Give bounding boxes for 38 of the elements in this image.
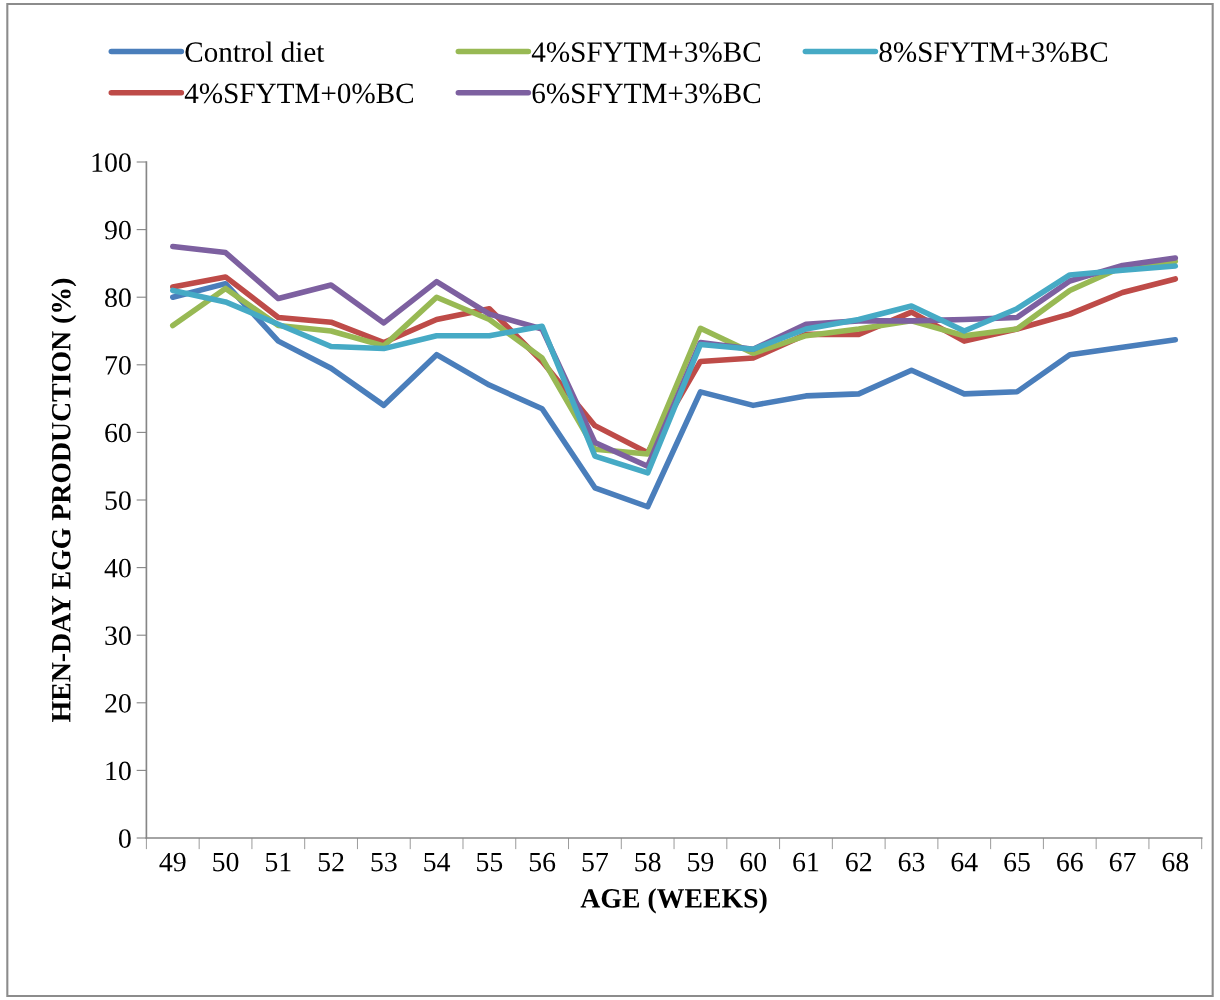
x-tick-label: 59 (688, 852, 714, 872)
y-axis-title: HEN-DAY EGG PRODUCTION (%) (51, 278, 77, 722)
x-tick-label: 53 (371, 852, 397, 872)
legend-label: 6%SFYTM+3%BC (532, 83, 761, 104)
x-tick-label: 62 (846, 852, 872, 872)
x-tick-label: 63 (898, 852, 925, 872)
y-tick-label: 0 (118, 829, 131, 848)
y-tick-label: 100 (92, 153, 131, 172)
y-tick-label: 80 (105, 288, 131, 308)
x-tick-label: 61 (793, 852, 819, 872)
y-tick-label: 90 (104, 220, 131, 240)
legend-label: 8%SFYTM+3%BC (879, 42, 1108, 63)
x-tick-label: 68 (1162, 852, 1189, 872)
y-tick-label: 60 (105, 423, 131, 443)
x-tick-label: 52 (318, 852, 344, 872)
x-tick-label: 65 (1004, 852, 1030, 872)
x-tick-label: 55 (477, 852, 503, 872)
y-tick-label: 10 (106, 761, 131, 781)
x-tick-label: 51 (266, 852, 291, 872)
y-tick-label: 30 (105, 626, 131, 646)
y-tick-label: 40 (104, 558, 131, 578)
x-tick-label: 49 (159, 852, 186, 872)
y-tick-label: 50 (105, 491, 131, 510)
x-tick-label: 50 (213, 852, 239, 872)
x-tick-label: 58 (635, 852, 661, 872)
y-tick-label: 70 (105, 355, 131, 375)
legend-label: 4%SFYTM+3%BC (531, 42, 761, 63)
x-tick-label: 54 (424, 852, 451, 872)
x-tick-label: 57 (582, 852, 608, 872)
x-tick-label: 66 (1057, 852, 1083, 872)
y-tick-label: 20 (105, 693, 131, 713)
x-tick-label: 56 (529, 852, 556, 872)
x-tick-label: 60 (740, 852, 767, 872)
x-tick-label: 64 (951, 852, 978, 872)
legend-label: 4%SFYTM+0%BC (184, 83, 414, 104)
x-axis-title: AGE (WEEKS) (580, 888, 767, 914)
x-tick-label: 67 (1109, 852, 1136, 872)
legend-label: Control diet (185, 41, 325, 62)
